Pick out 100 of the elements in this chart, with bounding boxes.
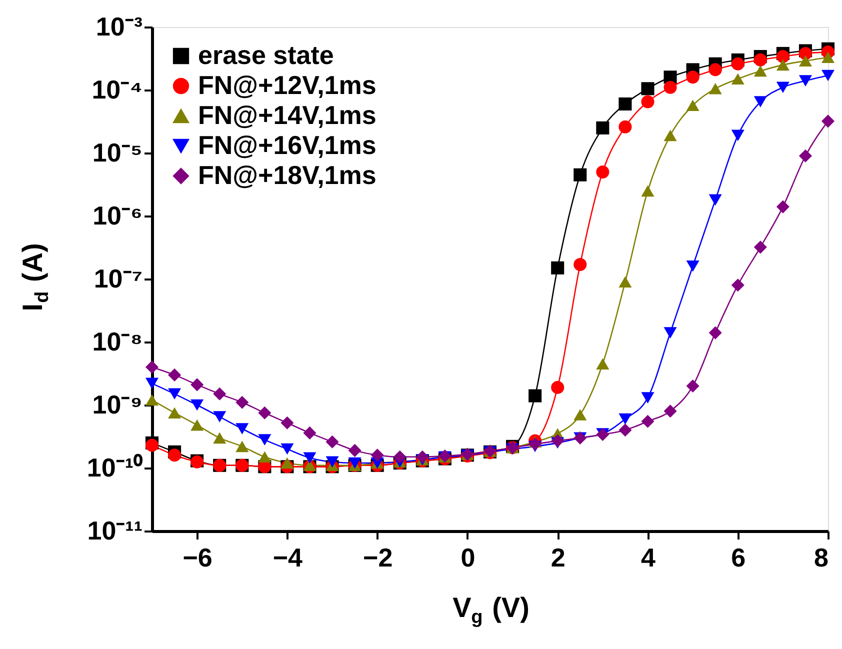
legend-label: FN@+14V,1ms — [198, 100, 376, 130]
point — [664, 404, 677, 418]
point — [798, 55, 812, 67]
x-tick-label: 8 — [814, 542, 828, 572]
point — [574, 258, 587, 271]
point — [776, 82, 790, 94]
point — [528, 438, 542, 451]
point — [213, 387, 226, 400]
point — [236, 396, 249, 409]
point — [236, 423, 249, 434]
point — [708, 194, 722, 206]
legend-label: erase state — [198, 40, 334, 70]
point — [618, 120, 632, 134]
y-tick-label: 10⁻⁹ — [92, 390, 142, 420]
point — [798, 46, 812, 60]
point — [618, 97, 632, 110]
y-tick-label: 10⁻⁷ — [94, 264, 142, 294]
point — [798, 75, 812, 86]
point — [348, 444, 362, 457]
point — [776, 59, 790, 71]
point — [168, 388, 182, 400]
x-tick-label: 6 — [731, 542, 746, 572]
point — [574, 168, 587, 182]
point — [821, 114, 835, 128]
point — [686, 380, 700, 393]
point — [686, 260, 700, 272]
point — [821, 52, 835, 63]
point — [641, 392, 654, 404]
point — [393, 450, 406, 464]
y-tick-label: 10⁻¹¹ — [87, 516, 142, 546]
point — [258, 406, 272, 420]
point — [731, 73, 744, 85]
point — [596, 358, 610, 370]
point — [190, 399, 204, 411]
point — [776, 50, 790, 64]
y-tick-label: 10⁻¹⁰ — [86, 452, 144, 482]
point — [641, 82, 654, 96]
point — [303, 426, 316, 440]
point — [574, 409, 587, 420]
legend-label: FN@+12V,1ms — [198, 70, 376, 100]
point — [528, 389, 542, 402]
y-tick-label: 10⁻⁵ — [92, 138, 142, 168]
point — [551, 261, 564, 274]
point — [754, 53, 767, 66]
point — [258, 434, 272, 446]
point — [168, 448, 182, 462]
point — [686, 100, 700, 112]
point — [280, 443, 294, 455]
point — [348, 457, 362, 469]
point — [236, 440, 249, 452]
point — [416, 450, 429, 464]
point — [641, 414, 654, 428]
point — [664, 70, 677, 84]
point — [731, 278, 744, 292]
point — [145, 394, 159, 406]
point — [596, 121, 610, 134]
point — [754, 65, 767, 77]
x-tick-label: −4 — [272, 542, 304, 572]
point — [664, 80, 677, 94]
x-tick-label: 2 — [550, 542, 566, 572]
point — [303, 452, 316, 464]
point — [551, 380, 564, 394]
x-tick-label: 0 — [460, 542, 476, 572]
point — [551, 434, 564, 448]
legend-label: FN@+18V,1ms — [198, 160, 376, 190]
point — [145, 360, 159, 374]
point — [326, 456, 339, 468]
point — [641, 185, 654, 197]
y-tick-label: 10⁻⁶ — [92, 200, 142, 230]
point — [168, 368, 182, 382]
y-tick-label: 10⁻³ — [96, 12, 143, 42]
point — [708, 83, 722, 94]
point — [190, 419, 204, 431]
x-tick-label: −6 — [182, 542, 212, 572]
point — [190, 378, 204, 392]
point — [618, 413, 632, 425]
point — [798, 149, 812, 162]
point — [708, 326, 722, 340]
legend-label: FN@+16V,1ms — [198, 130, 376, 160]
point — [664, 130, 677, 142]
point — [145, 438, 159, 452]
point — [280, 457, 294, 469]
point — [213, 411, 226, 422]
point — [618, 276, 632, 288]
point — [731, 130, 744, 142]
point — [618, 424, 632, 437]
point — [168, 407, 182, 419]
point — [754, 96, 767, 108]
point — [326, 435, 339, 448]
x-tick-label: 4 — [641, 542, 656, 572]
point — [754, 240, 767, 254]
y-tick-label: 10⁻⁸ — [92, 326, 142, 356]
point — [596, 165, 610, 178]
point — [821, 70, 835, 82]
point — [280, 416, 294, 430]
x-tick-label: −2 — [363, 542, 393, 572]
point — [686, 70, 700, 84]
point — [258, 451, 272, 463]
y-tick-label: 10⁻⁴ — [92, 74, 142, 104]
y-axis-title: Id (A) — [17, 243, 53, 312]
